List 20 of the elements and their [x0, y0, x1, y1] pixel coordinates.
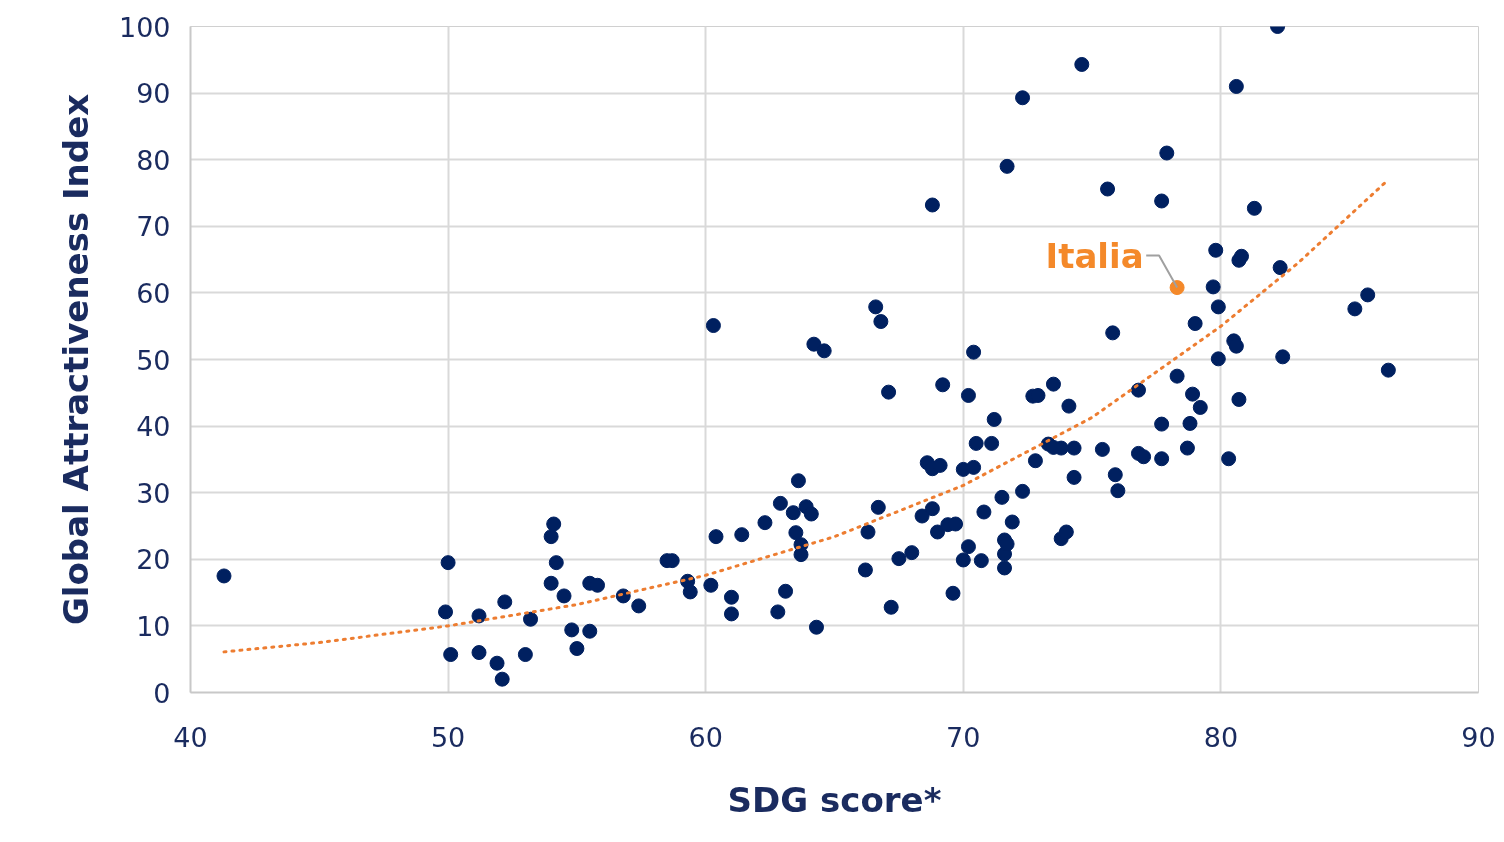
y-axis-title: Global Attractiveness Index — [55, 93, 96, 626]
y-tick-label: 40 — [136, 411, 171, 443]
y-tick-label: 70 — [136, 211, 171, 243]
y-tick-label: 50 — [136, 344, 171, 376]
y-tick-label: 60 — [136, 277, 171, 309]
y-tick-label: 10 — [136, 610, 171, 642]
x-axis-title: SDG score* — [727, 779, 942, 820]
y-tick-label: 30 — [136, 477, 171, 509]
x-tick-label: 80 — [1203, 721, 1239, 753]
x-tick-label: 60 — [688, 721, 723, 753]
x-tick-label: 40 — [173, 721, 208, 753]
y-tick-label: 20 — [136, 544, 171, 576]
series-label: Italia — [1045, 235, 1144, 276]
x-tick-label: 50 — [430, 721, 466, 753]
x-tick-label: 90 — [1461, 721, 1496, 753]
y-tick-label: 80 — [136, 144, 171, 176]
y-tick-label: 0 — [153, 677, 171, 709]
y-tick-label: 90 — [136, 78, 171, 110]
y-tick-label: 100 — [118, 11, 171, 43]
x-tick-label: 70 — [946, 721, 981, 753]
